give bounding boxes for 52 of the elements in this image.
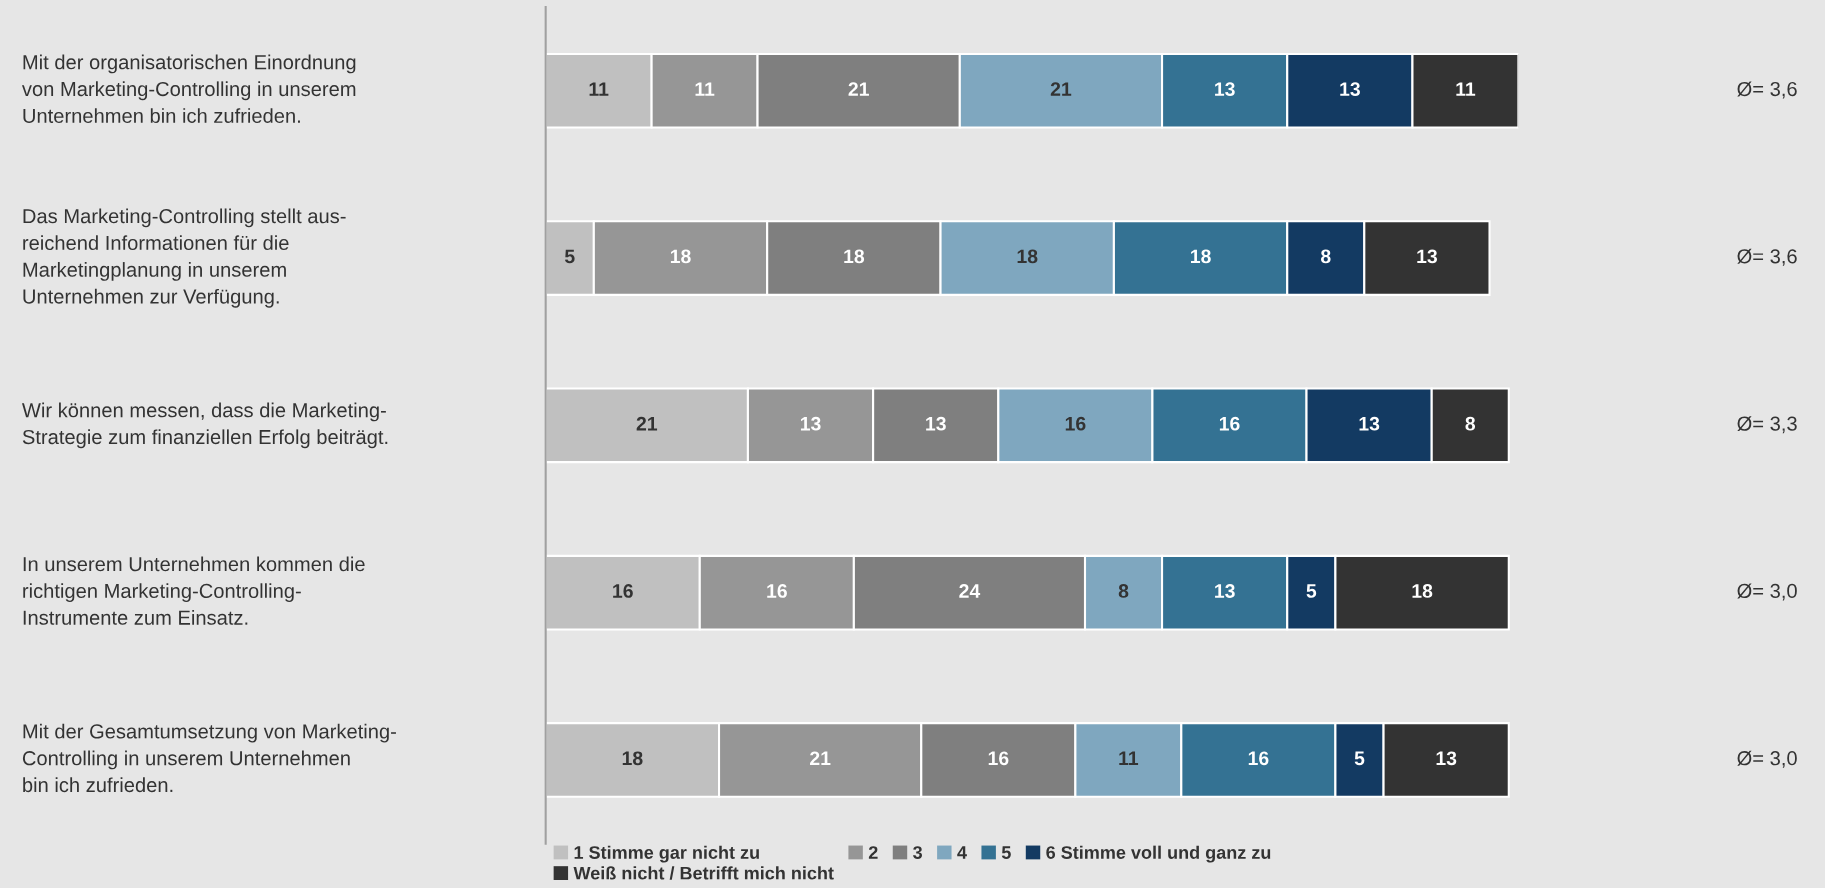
data-label: 11 — [589, 82, 609, 96]
data-label: 5 — [1354, 751, 1365, 766]
legend-label: Weiß nicht / Betrifft mich nicht — [573, 866, 834, 880]
data-label: 8 — [1465, 416, 1476, 431]
data-label: 18 — [1412, 584, 1433, 598]
data-label: 18 — [670, 249, 691, 264]
legend-label: 1 Stimme gar nicht zu — [574, 845, 759, 863]
data-label: 5 — [564, 249, 575, 264]
data-label: 21 — [1050, 82, 1072, 96]
data-label: 16 — [1065, 416, 1086, 431]
data-label: 13 — [926, 416, 946, 431]
text: Ø= 3,0 — [1737, 750, 1797, 768]
data-label: 8 — [1118, 584, 1129, 598]
data-label: 13 — [800, 416, 821, 431]
legend-label: 5 — [1001, 846, 1011, 859]
data-label: 16 — [613, 584, 633, 598]
text: Ø= 3,0 — [1737, 583, 1797, 601]
y-tick-label: Mit der Gesamtumsetzung von Marketing- Controlling in unserem Unternehmen bin ich zufrieden. — [22, 723, 396, 793]
text: Ø= 3,6 — [1737, 248, 1797, 266]
text: Ø= 3,3 — [1737, 416, 1797, 434]
y-tick-label: Wir können messen, dass die Marketing- Strategie zum finanziellen Erfolg beiträgt. — [21, 402, 388, 449]
data-label: 13 — [1436, 751, 1457, 766]
data-label: 16 — [988, 751, 1009, 766]
data-label: 18 — [844, 249, 865, 264]
legend-label: 3 — [913, 846, 923, 859]
data-label: 16 — [1219, 416, 1240, 431]
data-label: 8 — [1320, 249, 1331, 264]
data-label: 5 — [1306, 584, 1317, 598]
legend-label: 2 — [868, 846, 878, 859]
legend-label: 4 — [957, 846, 967, 859]
data-label: 11 — [1456, 82, 1476, 96]
y-tick-label: Mit der organisatorischen Einordnung von Marketing-Controlling in unserem Unternehmen bin ich zufrieden. — [21, 54, 356, 123]
data-label: 13 — [1340, 82, 1360, 96]
y-tick-label: In unserem Unternehmen kommen die richtigen Marketing-Controlling- Instrumente zum Einsatz. — [23, 556, 365, 625]
data-label: 21 — [848, 82, 869, 96]
text: Ø= 3,6 — [1737, 81, 1797, 99]
data-label: 24 — [959, 584, 981, 598]
data-label: 21 — [636, 416, 658, 431]
data-label: 16 — [767, 584, 787, 598]
data-label: 18 — [622, 751, 643, 766]
legend-label: 6 Stimme voll und ganz zu — [1046, 845, 1271, 863]
data-label: 13 — [1215, 584, 1235, 598]
data-label: 13 — [1215, 82, 1235, 96]
y-tick-label: Das Marketing-Controlling stellt aus- reichend Informationen für die Marketingplanung in unserem Unternehmen zur Verfügung. — [23, 208, 346, 308]
data-label: 13 — [1359, 416, 1380, 431]
data-label: 21 — [810, 751, 831, 765]
data-label: 13 — [1417, 249, 1438, 264]
data-label: 18 — [1017, 249, 1038, 264]
data-label: 11 — [695, 82, 715, 96]
data-label: 16 — [1248, 751, 1269, 766]
data-label: 11 — [1119, 751, 1139, 765]
data-label: 18 — [1190, 249, 1211, 264]
